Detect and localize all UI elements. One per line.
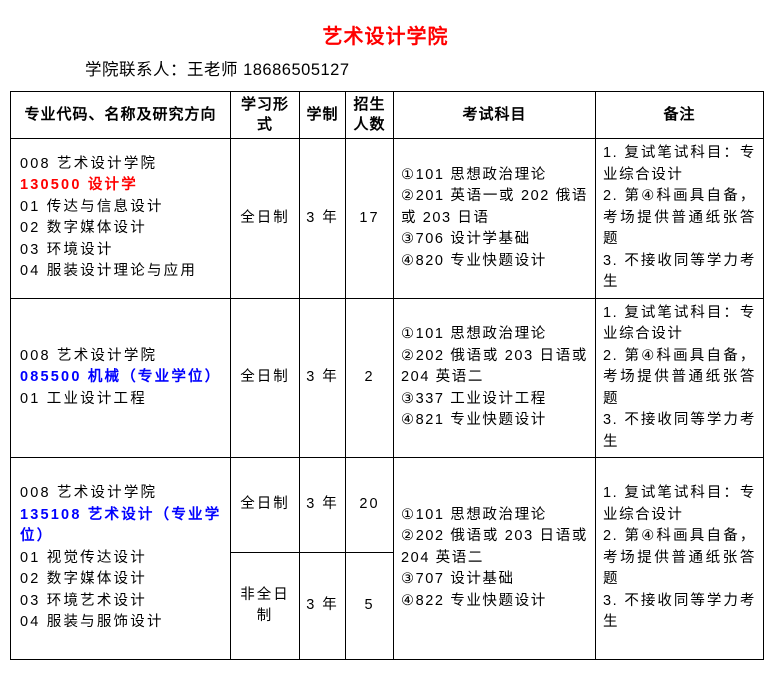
note-line: 2. 第④科画具自备，考场提供普通纸张答题 (603, 347, 756, 407)
program-line: 03 环境设计 (20, 241, 114, 258)
note-line: 3. 不接收同等学力考生 (603, 592, 756, 631)
note-line: 1. 复试笔试科目：专业综合设计 (603, 304, 756, 343)
program-cell: 008 艺术设计学院 085500 机械（专业学位） 01 工业设计工程 (10, 297, 231, 458)
notes-cell: 1. 复试笔试科目：专业综合设计 2. 第④科画具自备，考场提供普通纸张答题 3… (595, 457, 764, 660)
program-cell: 008 艺术设计学院 130500 设计学 01 传达与信息设计 02 数字媒体… (10, 138, 231, 299)
exam-subject-line: ③337 工业设计工程 (401, 390, 547, 407)
exam-subject-line: ①101 思想政治理论 (401, 326, 547, 342)
note-line: 2. 第④科画具自备，考场提供普通纸张答题 (603, 188, 756, 247)
col-header-enrollment: 招生人数 (345, 91, 394, 139)
exam-subject-line: ④821 专业快题设计 (401, 412, 547, 428)
study-form-cell: 全日制 (230, 138, 300, 299)
note-line: 3. 不接收同等学力考生 (603, 252, 756, 291)
notes-cell: 1. 复试笔试科目：专业综合设计 2. 第④科画具自备，考场提供普通纸张答题 3… (595, 297, 764, 458)
exam-subject-line: ③706 设计学基础 (401, 231, 531, 247)
program-line-code: 085500 机械（专业学位） (20, 369, 222, 385)
program-line: 008 艺术设计学院 (20, 347, 158, 364)
program-line: 01 传达与信息设计 (20, 198, 164, 215)
program-line: 02 数字媒体设计 (20, 220, 147, 237)
enrollment-cell: 2 (345, 297, 394, 458)
col-header-duration: 学制 (299, 91, 346, 139)
page: 艺术设计学院 学院联系人：王老师 18686505127 专业代码、名称及研究方… (0, 26, 771, 674)
enrollment-cell: 17 (345, 138, 394, 299)
exam-subject-line: ④822 专业快题设计 (401, 592, 547, 609)
exam-subject-line: ③707 设计基础 (401, 571, 515, 588)
table-row-mechanical: 008 艺术设计学院 085500 机械（专业学位） 01 工业设计工程 全日制… (10, 297, 764, 458)
col-header-notes: 备注 (595, 91, 764, 139)
program-line: 01 工业设计工程 (20, 390, 147, 407)
notes-cell: 1. 复试笔试科目：专业综合设计 2. 第④科画具自备，考场提供普通纸张答题 3… (595, 138, 764, 299)
program-cell: 008 艺术设计学院 135108 艺术设计（专业学位） 01 视觉传达设计 0… (10, 457, 231, 660)
contact-line: 学院联系人：王老师 18686505127 (85, 61, 350, 79)
program-line: 03 环境艺术设计 (20, 592, 147, 609)
duration-cell: 3 年 (299, 138, 346, 299)
exam-subjects-cell: ①101 思想政治理论 ②202 俄语或 203 日语或 204 英语二 ③33… (393, 297, 596, 458)
table-row-design-studies: 008 艺术设计学院 130500 设计学 01 传达与信息设计 02 数字媒体… (10, 138, 764, 299)
enrollment-cell: 5 (345, 552, 394, 660)
program-line-code: 130500 设计学 (20, 177, 138, 194)
exam-subjects-cell: ①101 思想政治理论 ②202 俄语或 203 日语或 204 英语二 ③70… (393, 457, 596, 660)
program-line: 04 服装设计理论与应用 (20, 263, 198, 280)
note-line: 2. 第④科画具自备，考场提供普通纸张答题 (603, 528, 756, 588)
program-line: 02 数字媒体设计 (20, 571, 147, 588)
program-line: 04 服装与服饰设计 (20, 614, 164, 631)
table-header-row: 专业代码、名称及研究方向 学习形式 学制 招生人数 考试科目 备注 (10, 91, 764, 139)
exam-subject-line: ①101 思想政治理论 (401, 166, 547, 183)
program-line: 008 艺术设计学院 (20, 155, 158, 172)
page-title: 艺术设计学院 (322, 26, 449, 48)
duration-cell: 3 年 (299, 552, 346, 660)
study-form-cell: 全日制 (230, 457, 300, 553)
note-line: 1. 复试笔试科目：专业综合设计 (603, 485, 756, 523)
col-header-exam-subjects: 考试科目 (393, 91, 596, 139)
exam-subject-line: ②202 俄语或 203 日语或 204 英语二 (401, 528, 588, 566)
note-line: 3. 不接收同等学力考生 (603, 412, 756, 450)
admissions-table: 专业代码、名称及研究方向 学习形式 学制 招生人数 考试科目 备注 008 艺术… (10, 91, 764, 660)
enrollment-cell: 20 (345, 457, 394, 553)
note-line: 1. 复试笔试科目：专业综合设计 (603, 145, 756, 183)
duration-cell: 3 年 (299, 297, 346, 458)
col-header-study-form: 学习形式 (230, 91, 300, 139)
table-row-art-design-parttime: 非全日制 3 年 5 (11, 552, 764, 660)
study-form-cell: 非全日制 (230, 552, 300, 660)
exam-subjects-cell: ①101 思想政治理论 ②201 英语一或 202 俄语或 203 日语 ③70… (393, 138, 596, 299)
exam-subject-line: ①101 思想政治理论 (401, 506, 547, 523)
duration-cell: 3 年 (299, 457, 346, 553)
exam-subject-line: ②202 俄语或 203 日语或 204 英语二 (401, 347, 588, 386)
table-row-art-design-fulltime: 008 艺术设计学院 135108 艺术设计（专业学位） 01 视觉传达设计 0… (10, 457, 764, 660)
col-header-program: 专业代码、名称及研究方向 (10, 91, 231, 139)
study-form-cell: 全日制 (230, 297, 300, 458)
program-line: 008 艺术设计学院 (20, 485, 158, 502)
program-line: 01 视觉传达设计 (20, 549, 147, 566)
program-line-code: 135108 艺术设计（专业学位） (20, 506, 222, 545)
exam-subject-line: ④820 专业快题设计 (401, 252, 547, 269)
exam-subject-line: ②201 英语一或 202 俄语或 203 日语 (401, 188, 588, 226)
